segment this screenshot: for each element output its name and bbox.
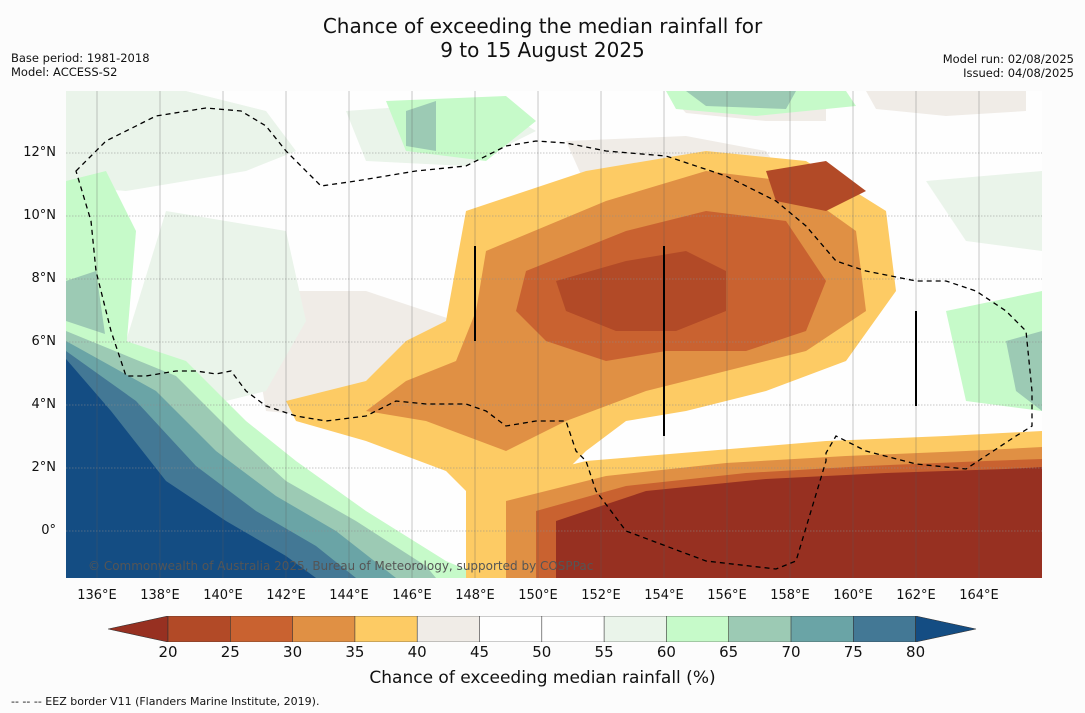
colorbar-tick: 30 <box>283 643 303 661</box>
region-65-70 <box>686 91 796 109</box>
colorbar-tick: 80 <box>906 643 926 661</box>
title-line-1: Chance of exceeding the median rainfall … <box>322 14 763 38</box>
colorbar-segment-above-80 <box>915 616 977 642</box>
colorbar-segment <box>168 616 231 642</box>
lat-label: 10°N <box>23 208 56 223</box>
lat-label: 12°N <box>23 145 56 160</box>
colorbar-tick: 35 <box>345 643 365 661</box>
base-period: Base period: 1981-2018 <box>11 51 150 65</box>
colorbar-segment <box>791 616 854 642</box>
lon-label: 138°E <box>140 588 180 603</box>
lat-label: 4°N <box>31 397 57 412</box>
graticule <box>66 152 1042 532</box>
colorbar-segment <box>604 616 667 642</box>
colorbar-tick: 55 <box>594 643 614 661</box>
region-55-60 <box>66 91 296 191</box>
model-name: Model: ACCESS-S2 <box>11 65 118 79</box>
lat-label: 0° <box>41 523 56 538</box>
colorbar-tick: 65 <box>719 643 739 661</box>
colorbar-label: Chance of exceeding median rainfall (%) <box>369 668 716 688</box>
meta-right: Model run: 02/08/2025 Issued: 04/08/2025 <box>943 52 1074 80</box>
title-line-2: 9 to 15 August 2025 <box>440 38 645 62</box>
colorbar-tick: 60 <box>656 643 676 661</box>
lon-label: 146°E <box>392 588 432 603</box>
colorbar-segment <box>230 616 293 642</box>
map-title: Chance of exceeding the median rainfall … <box>0 14 1085 62</box>
colorbar-tick: 25 <box>220 643 240 661</box>
colorbar-segment <box>292 616 355 642</box>
region-55-60 <box>926 171 1042 251</box>
region-40-45 <box>866 91 1026 116</box>
lon-label: 162°E <box>896 588 936 603</box>
lon-label: 136°E <box>77 588 117 603</box>
lon-label: 156°E <box>707 588 747 603</box>
lon-label: 150°E <box>518 588 558 603</box>
eez-legend: -- -- -- EEZ border V11 (Flanders Marine… <box>11 695 320 708</box>
colorbar-tick: 40 <box>407 643 427 661</box>
colorbar-segment <box>853 616 916 642</box>
colorbar-tick: 70 <box>781 643 801 661</box>
lon-label: 160°E <box>833 588 873 603</box>
lat-label: 8°N <box>31 271 57 286</box>
lon-label: 140°E <box>203 588 243 603</box>
colorbar-tick: 75 <box>843 643 863 661</box>
lon-label: 148°E <box>455 588 495 603</box>
region-20-25 <box>766 161 866 211</box>
eez-border <box>75 107 1033 570</box>
lon-label: 164°E <box>959 588 999 603</box>
region-20-25 <box>556 251 726 331</box>
lat-label: 6°N <box>31 334 57 349</box>
rainfall-map <box>66 91 1042 578</box>
colorbar-tick: 45 <box>469 643 490 661</box>
region-65-70 <box>1006 331 1042 411</box>
lon-label: 154°E <box>644 588 684 603</box>
lon-label: 144°E <box>329 588 369 603</box>
issued-date: Issued: 04/08/2025 <box>963 66 1074 80</box>
colorbar-segment <box>728 616 791 642</box>
model-run: Model run: 02/08/2025 <box>942 52 1074 66</box>
map-svg <box>66 91 1042 578</box>
region-above-80 <box>66 359 316 578</box>
lat-label: 2°N <box>31 460 57 475</box>
lon-label: 158°E <box>770 588 810 603</box>
region-65-70 <box>66 271 106 341</box>
copyright-credit: © Commonwealth of Australia 2025, Bureau… <box>88 559 594 573</box>
colorbar <box>108 616 977 642</box>
lon-label: 142°E <box>266 588 306 603</box>
region-65-70 <box>406 101 436 151</box>
colorbar-segment <box>417 616 480 642</box>
colorbar-segment <box>354 616 418 642</box>
lon-label: 152°E <box>581 588 621 603</box>
colorbar-segment-below-20 <box>108 616 169 642</box>
colorbar-tick: 50 <box>532 643 552 661</box>
meta-left: Base period: 1981-2018 Model: ACCESS-S2 <box>11 51 150 79</box>
colorbar-segment <box>666 616 729 642</box>
colorbar-tick: 20 <box>158 643 178 661</box>
